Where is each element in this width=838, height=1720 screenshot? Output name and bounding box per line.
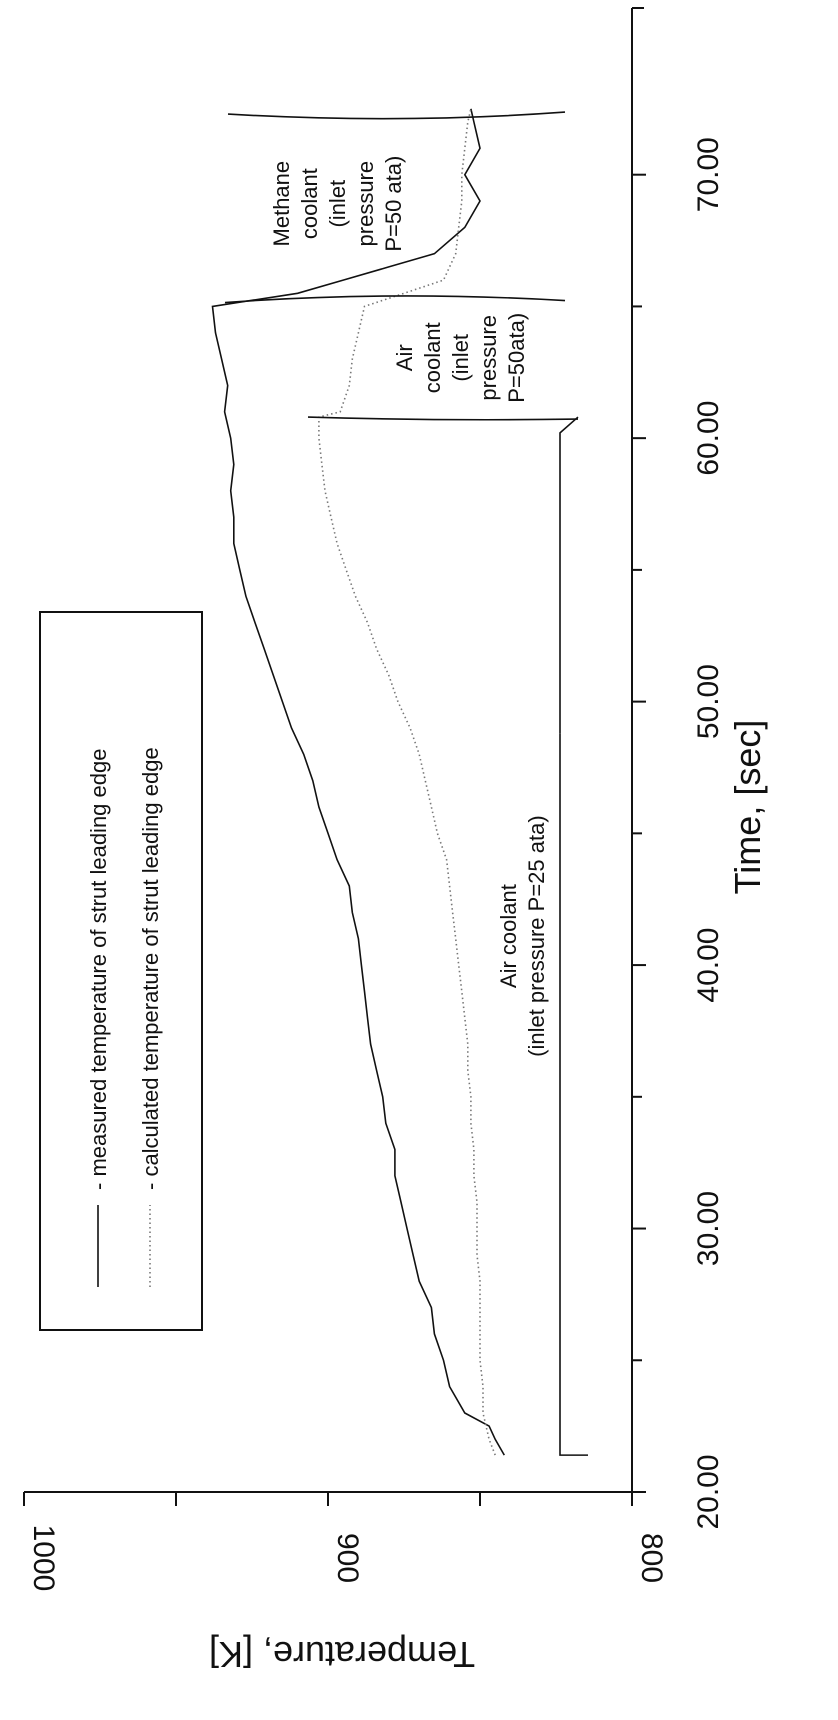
y-tick-label: 800: [635, 1533, 668, 1583]
legend-box: [39, 611, 203, 1331]
annotation-text: P=50 ata): [381, 156, 406, 252]
x-axis-label: Time, [sec]: [727, 720, 768, 895]
annotation-text: (inlet: [325, 180, 350, 228]
legend-entry: - measured temperature of strut leading …: [86, 749, 111, 1190]
annotation-bracket: [227, 111, 566, 120]
x-tick-label: 60.00: [692, 401, 725, 476]
annotation-text: coolant: [297, 168, 322, 239]
annotation-text: (inlet: [448, 334, 473, 382]
series-measured-line: [211, 108, 505, 1456]
plot-area: [211, 108, 505, 1456]
annotation-text: pressure: [353, 161, 378, 247]
y-axis-label: Temperature, [K]: [209, 1634, 475, 1675]
x-tick-label: 40.00: [692, 928, 725, 1003]
legend-entry: - calculated temperature of strut leadin…: [138, 747, 163, 1190]
annotation-text: (inlet pressure P=25 ata): [524, 815, 549, 1057]
annotations: Air coolant (inlet pressure P=25 ata)Air c…: [224, 111, 588, 1456]
annotation-text: Methane: [269, 161, 294, 247]
legend: - measured temperature of strut leading …: [39, 611, 203, 1331]
y-tick-label: 900: [331, 1533, 364, 1583]
y-tick-label: 1000: [27, 1525, 60, 1592]
annotation-bracket: [307, 416, 579, 421]
series-calculated-line: [318, 108, 496, 1456]
axes: 20.00 30.00 40.00 50.00 60.00 70.00 800 900 1000: [23, 7, 725, 1592]
x-tick-label: 50.00: [692, 664, 725, 739]
annotation-bracket: [559, 733, 588, 1456]
annotation-text: P=50ata): [504, 313, 529, 403]
annotation-text: pressure: [476, 315, 501, 401]
annotation-text: Air coolant: [496, 884, 521, 988]
annotation-bracket: [559, 416, 579, 734]
annotation-bracket: [224, 295, 566, 304]
x-tick-label: 20.00: [692, 1454, 725, 1529]
x-tick-label: 30.00: [692, 1191, 725, 1266]
annotation-text: Air: [392, 344, 417, 371]
x-tick-label: 70.00: [692, 137, 725, 212]
annotation-text: coolant: [420, 322, 445, 393]
